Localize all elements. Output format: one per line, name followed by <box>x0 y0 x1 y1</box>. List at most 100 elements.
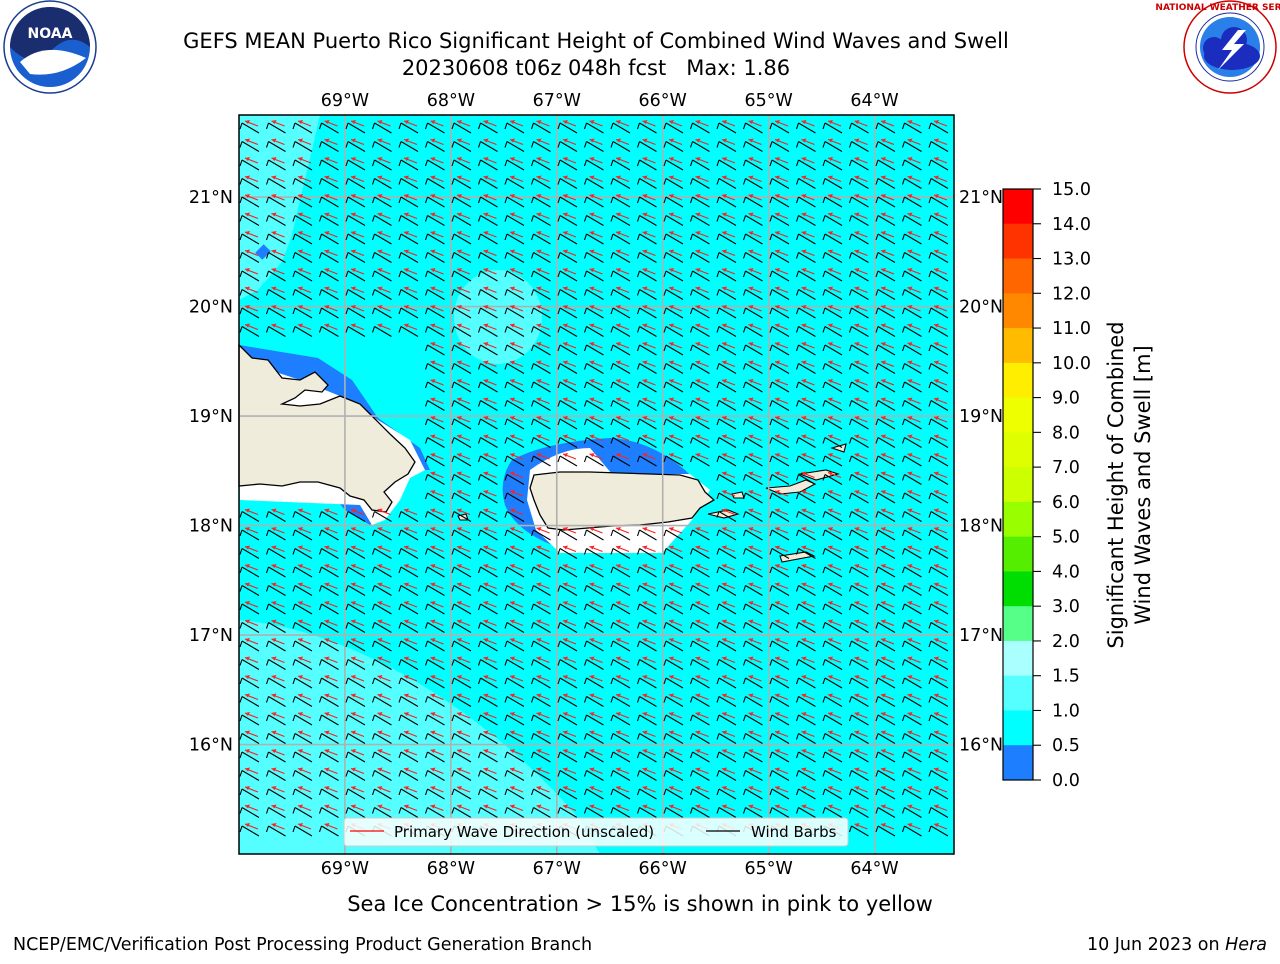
wind-barb <box>769 770 790 781</box>
wind-barb <box>451 418 472 430</box>
wind-barb <box>928 511 949 522</box>
wind-barb <box>557 159 578 171</box>
wind-barb <box>371 196 392 208</box>
wind-barb <box>875 289 896 300</box>
wave-arrowhead <box>775 397 780 402</box>
wave-arrowhead <box>854 249 860 254</box>
wave-arrowhead <box>351 675 356 679</box>
wave-arrowhead <box>430 194 436 198</box>
colorbar-frame <box>1002 188 1034 781</box>
wave-arrowhead <box>404 675 409 679</box>
wind-barb <box>265 788 286 800</box>
wind-barb <box>636 751 657 763</box>
wind-barb <box>504 363 525 374</box>
wind-barb <box>716 344 737 356</box>
wave-arrowhead <box>510 508 515 513</box>
wave-arrowhead <box>907 342 913 346</box>
wave-arrowhead <box>483 175 489 180</box>
wind-barb <box>875 252 896 263</box>
wind-barb <box>742 252 763 263</box>
wave-arrowhead <box>536 434 542 439</box>
wind-barb <box>583 659 604 670</box>
wind-barb <box>318 622 339 633</box>
wind-barb <box>769 714 790 726</box>
wave-arrowhead <box>695 138 701 143</box>
wave-arrowhead <box>510 675 515 679</box>
wave-arrowhead <box>642 656 648 661</box>
lat-label-left: 21°N <box>189 188 233 208</box>
wave-arrowhead <box>907 564 913 568</box>
wave-arrowhead <box>510 323 515 328</box>
wave-arrowhead <box>271 564 277 568</box>
wave-arrowhead <box>801 767 807 772</box>
wave-arrowhead <box>748 194 754 198</box>
wind-barb <box>477 474 498 485</box>
wave-arrowhead <box>881 268 886 272</box>
wave-arrowhead <box>881 675 886 679</box>
wind-barb <box>477 363 498 374</box>
wave-arrowhead <box>828 656 833 661</box>
wind-barb <box>557 437 578 448</box>
wind-barb <box>239 825 260 837</box>
wave-arrowhead <box>457 360 462 365</box>
wind-barb <box>477 733 498 744</box>
wind-barb <box>689 418 710 430</box>
wind-barb <box>875 640 896 652</box>
wave-arrowhead <box>430 619 436 624</box>
wind-barb <box>875 566 896 578</box>
wave-arrowhead <box>642 342 648 346</box>
lat-label-left: 20°N <box>189 298 233 318</box>
wind-barb <box>583 381 604 393</box>
footer-date-text: 10 Jun 2023 on <box>1087 935 1225 955</box>
wave-arrowhead <box>907 508 913 513</box>
wave-arrowhead <box>563 268 568 272</box>
wave-arrowhead <box>934 138 939 143</box>
wind-barb <box>504 159 525 171</box>
wave-arrowhead <box>298 286 303 291</box>
wave-arrowhead <box>907 767 913 772</box>
wave-arrowhead <box>854 453 860 457</box>
lon-label-top: 68°W <box>427 91 475 111</box>
wave-arrowhead <box>377 767 383 772</box>
wind-barb <box>901 455 922 467</box>
wave-arrowhead <box>669 582 674 587</box>
lat-label-left: 16°N <box>189 736 233 756</box>
wave-arrowhead <box>483 416 489 420</box>
wind-barb <box>477 659 498 670</box>
wind-barb <box>292 511 313 522</box>
wave-arrowhead <box>801 138 807 143</box>
wave-arrowhead <box>695 434 701 439</box>
wind-barb <box>848 326 869 337</box>
wind-barb <box>318 603 339 615</box>
wind-barb <box>742 437 763 448</box>
wind-barb <box>663 270 684 282</box>
wave-arrowhead <box>324 286 330 291</box>
wave-arrowhead <box>616 656 621 661</box>
wind-barb <box>928 270 949 282</box>
wind-barb <box>398 770 419 781</box>
wind-barb <box>848 696 869 707</box>
wind-barb <box>742 696 763 707</box>
wave-arrowhead <box>563 786 568 790</box>
wave-arrowhead <box>616 379 621 383</box>
wind-barb <box>530 141 551 152</box>
wave-arrowhead <box>669 360 674 365</box>
wind-barb <box>636 548 657 559</box>
wave-arrowhead <box>722 249 727 254</box>
wind-barb <box>265 196 286 208</box>
wave-arrowhead <box>616 434 621 439</box>
lon-label-bottom: 68°W <box>427 859 475 879</box>
wave-arrowhead <box>457 397 462 402</box>
wave-arrowhead <box>881 360 886 365</box>
wave-arrowhead <box>801 712 807 716</box>
wind-barb <box>689 770 710 781</box>
wave-arrowhead <box>483 305 489 309</box>
wind-barb <box>822 178 843 189</box>
wind-barb <box>901 714 922 726</box>
wind-barb <box>424 233 445 245</box>
wind-barb <box>769 548 790 559</box>
wind-barb <box>689 529 710 541</box>
wind-barb <box>557 603 578 615</box>
wind-barb <box>769 381 790 393</box>
wind-barb <box>875 196 896 208</box>
